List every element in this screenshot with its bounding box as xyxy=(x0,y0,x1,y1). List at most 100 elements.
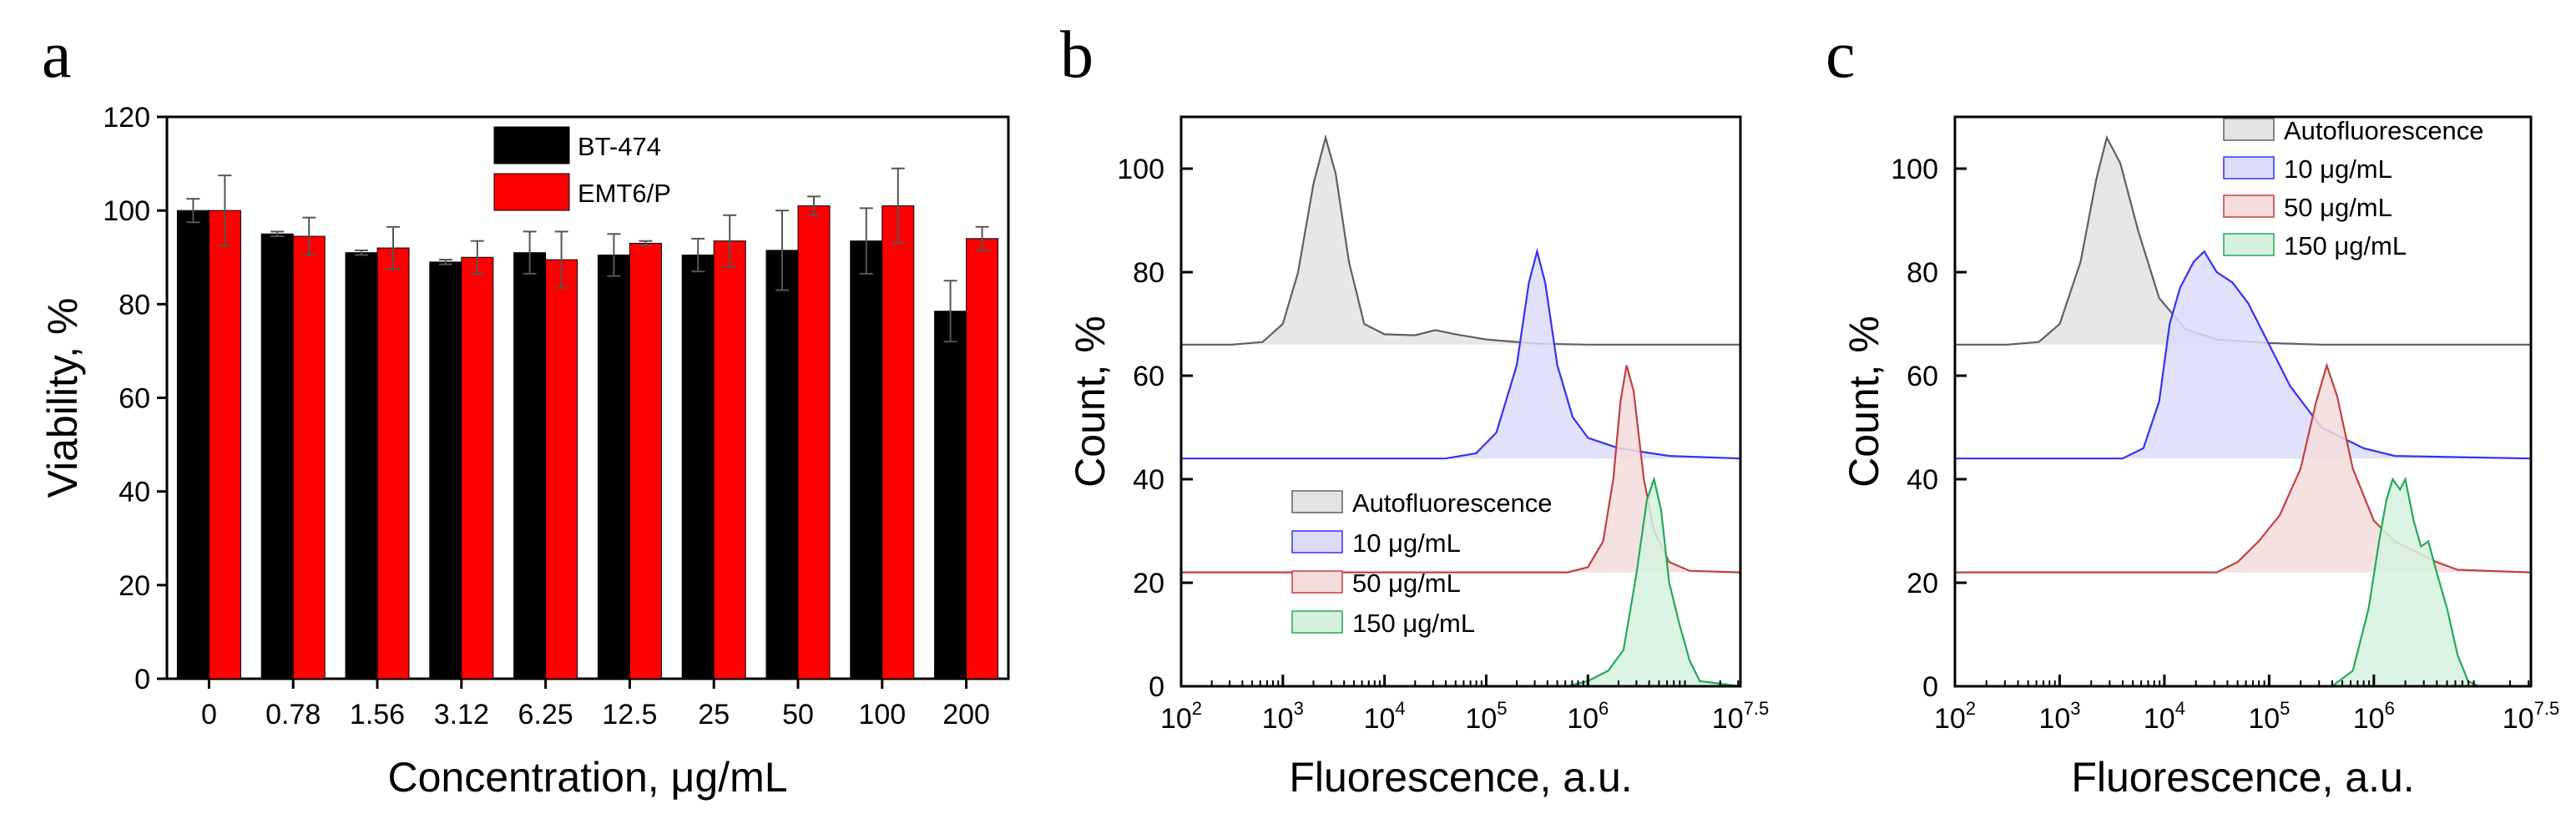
histogram-fill xyxy=(1181,479,1740,686)
histogram-line xyxy=(1181,476,1741,688)
legend-label: 150 μg/mL xyxy=(2284,231,2407,260)
y-tick-label: 100 xyxy=(103,195,150,227)
bar-bt-474 xyxy=(765,250,799,680)
bar-bt-474 xyxy=(176,210,210,680)
x-tick-base: 10 xyxy=(2353,703,2385,735)
x-tick-base: 10 xyxy=(1712,703,1744,735)
x-tick-exponent: 3 xyxy=(2070,698,2080,719)
legend-label: Autofluorescence xyxy=(2284,116,2484,145)
x-tick-exponent: 4 xyxy=(1395,698,1405,719)
legend-swatch xyxy=(1291,570,1343,594)
bar-bt-474 xyxy=(934,311,967,680)
bar-bt-474 xyxy=(513,252,547,680)
histogram-fill xyxy=(1181,251,1740,459)
legend-swatch xyxy=(1291,610,1343,634)
x-tick-label: 106 xyxy=(1567,698,1609,735)
x-tick-exponent: 5 xyxy=(1497,698,1507,719)
histogram-line xyxy=(1181,247,1741,460)
x-tick-label: 200 xyxy=(942,699,990,731)
legend-label: 50 μg/mL xyxy=(2284,193,2392,222)
legend-swatch xyxy=(2223,118,2275,141)
histogram-line xyxy=(1181,134,1740,346)
y-tick-label: 0 xyxy=(1149,671,1164,703)
panel-letter-a: a xyxy=(42,18,72,92)
y-tick-label: 20 xyxy=(119,570,150,602)
bar-emt6-p xyxy=(208,210,241,680)
bar-emt6-p xyxy=(713,240,746,680)
x-tick-label: 107.5 xyxy=(1712,698,1769,735)
x-tick-base: 10 xyxy=(2038,703,2070,735)
x-tick-exponent: 7.5 xyxy=(1744,698,1770,719)
bar-emt6-p xyxy=(545,259,578,680)
histogram-line xyxy=(1955,476,2531,688)
y-tick-label: 40 xyxy=(119,477,150,508)
legend-swatch xyxy=(1291,530,1343,554)
y-tick-label: 60 xyxy=(119,383,150,415)
bar-bt-474 xyxy=(429,261,462,680)
bar-bt-474 xyxy=(345,252,378,680)
plot-frame xyxy=(1179,115,1742,688)
bar-bt-474 xyxy=(850,240,883,680)
x-axis-label: Concentration, μg/mL xyxy=(387,754,787,801)
legend-swatch xyxy=(493,126,570,164)
histogram-fill xyxy=(1955,479,2531,686)
x-tick-exponent: 7.5 xyxy=(2534,698,2560,719)
x-tick-label: 0.78 xyxy=(265,699,321,731)
x-tick-base: 10 xyxy=(1934,703,1966,735)
x-tick-label: 105 xyxy=(2248,698,2290,735)
bar-emt6-p xyxy=(629,242,662,680)
x-tick-label: 6.25 xyxy=(518,699,573,731)
x-tick-base: 10 xyxy=(1567,703,1599,735)
bar-bt-474 xyxy=(681,254,715,680)
legend-label: 50 μg/mL xyxy=(1352,569,1461,598)
x-tick-label: 25 xyxy=(698,699,730,731)
histogram-fill xyxy=(1955,137,2531,345)
legend-swatch xyxy=(2223,195,2275,218)
histogram-line xyxy=(1181,365,1741,574)
x-tick-label: 103 xyxy=(2038,698,2080,735)
x-tick-base: 10 xyxy=(2144,703,2175,735)
x-tick-label: 0 xyxy=(201,699,217,731)
bar-emt6-p xyxy=(797,205,831,680)
y-tick-label: 20 xyxy=(1907,568,1938,599)
histogram-fill xyxy=(1181,137,1740,345)
x-tick-exponent: 4 xyxy=(2175,698,2185,719)
y-tick-label: 0 xyxy=(134,664,150,695)
x-tick-exponent: 2 xyxy=(1192,698,1202,719)
x-tick-exponent: 2 xyxy=(1966,698,1976,719)
plot-frame xyxy=(1953,115,2533,688)
x-tick-exponent: 3 xyxy=(1294,698,1304,719)
histogram-fill xyxy=(1181,365,1740,573)
y-tick-label: 0 xyxy=(1922,671,1938,703)
legend-swatch xyxy=(2223,233,2275,256)
y-tick-label: 40 xyxy=(1133,464,1164,496)
x-tick-label: 1.56 xyxy=(350,699,405,731)
legend-label: 150 μg/mL xyxy=(1352,609,1475,638)
legend-swatch xyxy=(493,173,570,211)
x-tick-label: 105 xyxy=(1465,698,1507,735)
x-tick-exponent: 6 xyxy=(1599,698,1609,719)
x-tick-base: 10 xyxy=(2503,703,2534,735)
bar-bt-474 xyxy=(260,233,294,680)
panel-a-bar-chart: a 0 20 40 60 80 100 120 0 0.78 1.56 3.12 6.25 12.5 25 5… xyxy=(39,18,1010,801)
x-tick-label: 102 xyxy=(1160,698,1202,735)
panel-letter-b: b xyxy=(1060,18,1094,92)
x-tick-label: 3.12 xyxy=(434,699,489,731)
x-tick-label: 100 xyxy=(858,699,906,731)
legend-swatch xyxy=(2223,156,2275,179)
x-tick-base: 10 xyxy=(1364,703,1396,735)
y-axis-label: Count, % xyxy=(1841,316,1887,488)
x-tick-label: 106 xyxy=(2353,698,2395,735)
x-axis-label: Fluorescence, a.u. xyxy=(1289,754,1632,801)
legend-label: 10 μg/mL xyxy=(2284,154,2392,184)
x-tick-base: 10 xyxy=(1160,703,1192,735)
bar-bt-474 xyxy=(597,254,630,680)
x-axis-label: Fluorescence, a.u. xyxy=(2071,754,2414,801)
bar-emt6-p xyxy=(376,247,410,680)
legend-label: 10 μg/mL xyxy=(1352,528,1461,558)
y-tick-label: 120 xyxy=(103,102,150,134)
x-tick-exponent: 5 xyxy=(2280,698,2290,719)
panel-letter-c: c xyxy=(1826,18,1856,92)
